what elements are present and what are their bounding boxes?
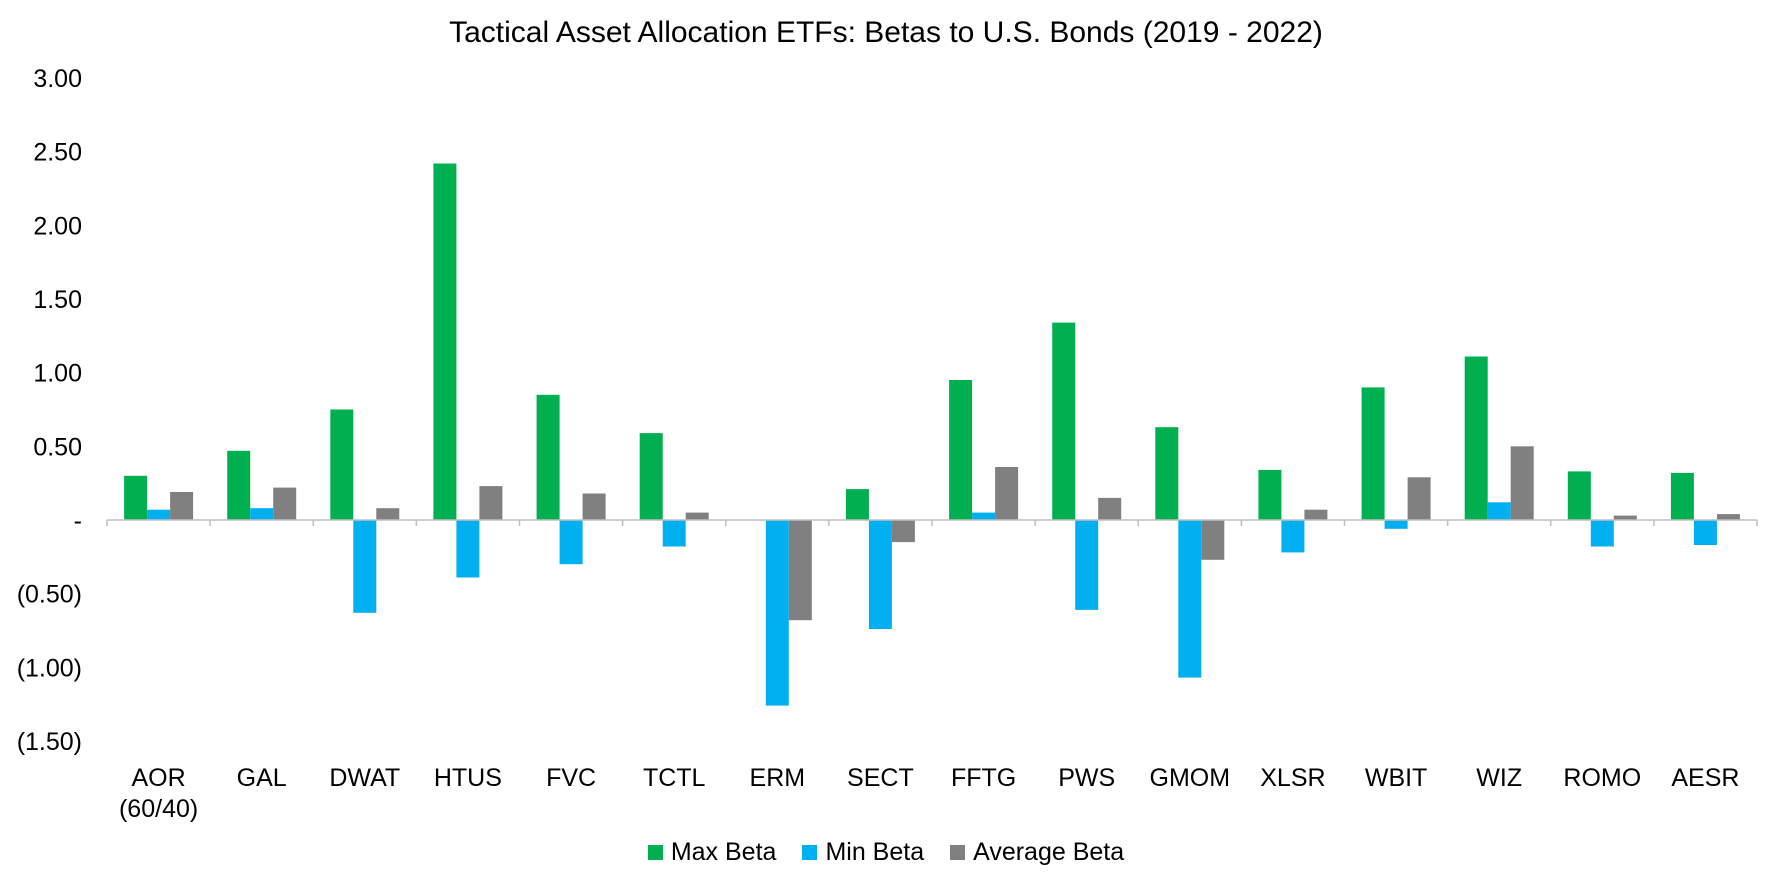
category-label: WBIT xyxy=(1365,764,1428,792)
bar-average-beta xyxy=(891,520,915,543)
bar-average-beta xyxy=(170,492,194,520)
bar-min-beta xyxy=(662,520,686,547)
bar-max-beta xyxy=(1567,471,1591,520)
bar-max-beta xyxy=(1155,427,1179,520)
bar-min-beta xyxy=(250,508,274,520)
bar-min-beta xyxy=(1487,502,1511,520)
bar-min-beta xyxy=(765,520,789,706)
y-tick-label: 1.50 xyxy=(33,286,82,314)
bar-max-beta xyxy=(1670,472,1694,520)
legend-label: Average Beta xyxy=(973,838,1125,866)
bar-min-beta xyxy=(1075,520,1099,610)
bar-average-beta xyxy=(376,508,400,520)
bar-min-beta xyxy=(1281,520,1305,553)
y-tick-label: 3.00 xyxy=(33,65,82,93)
legend-swatch xyxy=(802,845,818,860)
bar-max-beta xyxy=(845,489,869,520)
category-label: XLSR xyxy=(1260,764,1325,792)
bar-max-beta xyxy=(124,475,148,520)
bar-average-beta xyxy=(685,512,709,520)
category-label: WIZ xyxy=(1476,764,1522,792)
bar-max-beta xyxy=(1258,469,1282,520)
bar-max-beta xyxy=(227,450,251,520)
legend-label: Min Beta xyxy=(825,838,925,866)
y-tick-label: (1.50) xyxy=(17,728,82,756)
chart-legend: Max Beta Min Beta Average Beta xyxy=(0,838,1772,867)
y-tick-label: (1.00) xyxy=(17,654,82,682)
bar-average-beta xyxy=(273,487,297,520)
category-label: ROMO xyxy=(1563,764,1641,792)
legend-swatch xyxy=(950,845,966,860)
bar-max-beta xyxy=(330,409,354,520)
bar-max-beta xyxy=(1361,387,1385,520)
category-label: ERM xyxy=(750,764,806,792)
bar-max-beta xyxy=(433,163,457,520)
bar-min-beta xyxy=(147,509,171,520)
bar-min-beta xyxy=(1590,520,1614,547)
legend-item: Max Beta xyxy=(647,838,777,867)
bar-min-beta xyxy=(559,520,583,565)
bar-average-beta xyxy=(1201,520,1225,560)
bar-min-beta xyxy=(456,520,480,578)
bar-min-beta xyxy=(868,520,892,629)
bar-average-beta xyxy=(1304,509,1328,520)
category-label: FVC xyxy=(546,764,596,792)
bar-min-beta xyxy=(972,512,996,520)
y-tick-label: - xyxy=(74,507,82,535)
bar-average-beta xyxy=(995,467,1019,520)
y-tick-label: (0.50) xyxy=(17,581,82,609)
category-label: GMOM xyxy=(1150,764,1231,792)
category-label: (60/40) xyxy=(119,795,198,823)
y-tick-label: 2.50 xyxy=(33,139,82,167)
bar-min-beta xyxy=(1693,520,1717,545)
bar-average-beta xyxy=(479,486,503,520)
bar-average-beta xyxy=(1407,477,1431,520)
category-label: GAL xyxy=(237,764,287,792)
legend-item: Average Beta xyxy=(950,838,1124,867)
bar-average-beta xyxy=(582,493,606,520)
category-label: AOR xyxy=(132,764,186,792)
category-label: HTUS xyxy=(434,764,502,792)
category-label: DWAT xyxy=(329,764,400,792)
category-label: PWS xyxy=(1058,764,1115,792)
legend-swatch xyxy=(647,845,663,860)
legend-label: Max Beta xyxy=(670,838,777,866)
category-label: FFTG xyxy=(951,764,1016,792)
category-label: TCTL xyxy=(643,764,706,792)
bar-max-beta xyxy=(949,380,973,520)
y-tick-label: 1.00 xyxy=(33,360,82,388)
legend-item: Min Beta xyxy=(802,838,924,867)
bar-average-beta xyxy=(1716,514,1740,520)
bar-min-beta xyxy=(1384,520,1408,529)
bar-average-beta xyxy=(1510,446,1534,520)
bar-min-beta xyxy=(1178,520,1202,678)
bar-max-beta xyxy=(1464,356,1488,520)
bar-max-beta xyxy=(1052,322,1076,520)
bar-max-beta xyxy=(639,433,663,520)
bar-min-beta xyxy=(353,520,377,613)
bar-max-beta xyxy=(536,394,560,520)
bar-average-beta xyxy=(1613,515,1637,520)
chart-title: Tactical Asset Allocation ETFs: Betas to… xyxy=(449,16,1323,49)
bar-average-beta xyxy=(1098,497,1122,520)
category-label: SECT xyxy=(847,764,914,792)
category-label: AESR xyxy=(1671,764,1739,792)
y-tick-label: 0.50 xyxy=(33,433,82,461)
y-tick-label: 2.00 xyxy=(33,212,82,240)
bar-average-beta xyxy=(788,520,812,621)
